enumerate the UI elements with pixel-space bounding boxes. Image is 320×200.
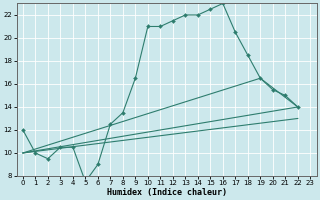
X-axis label: Humidex (Indice chaleur): Humidex (Indice chaleur) xyxy=(107,188,227,197)
